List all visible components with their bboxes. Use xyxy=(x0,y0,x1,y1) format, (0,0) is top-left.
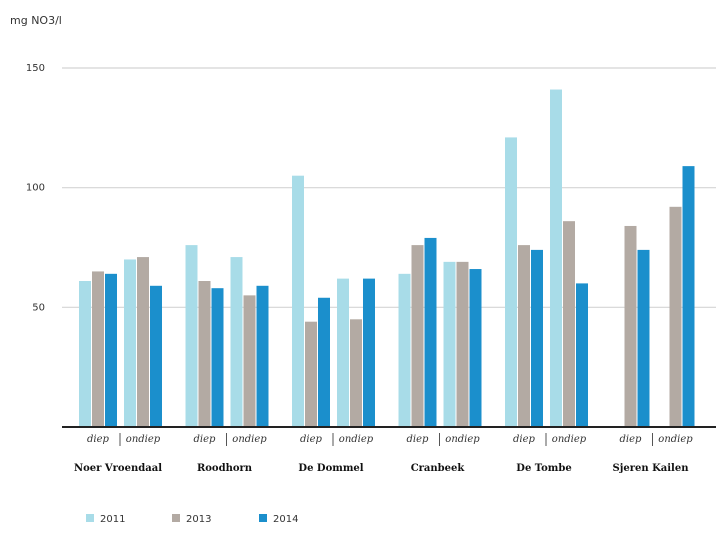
legend-swatch-2014 xyxy=(259,514,267,522)
group-label: De Dommel xyxy=(298,463,363,474)
bar-2013-6 xyxy=(350,319,362,427)
legend-swatch-2013 xyxy=(172,514,180,522)
bar-2014-6 xyxy=(363,278,375,427)
bars xyxy=(79,89,695,428)
bar-2013-11 xyxy=(624,225,637,427)
x-tick-label-diep: diep xyxy=(194,434,217,445)
bar-2013-3 xyxy=(198,281,211,427)
bar-2011-10 xyxy=(550,89,562,427)
x-tick-label-ondiep: ondiep xyxy=(445,434,480,445)
group-label: De Tombe xyxy=(516,463,571,474)
legend-label-2011: 2011 xyxy=(100,514,125,525)
bar-2013-1 xyxy=(92,271,104,427)
bar-2014-2 xyxy=(150,285,162,427)
bar-2013-7 xyxy=(411,245,424,427)
bar-2011-9 xyxy=(505,137,517,427)
y-tick-label-100: 100 xyxy=(26,183,45,194)
bar-2013-8 xyxy=(456,261,469,427)
bar-2011-2 xyxy=(124,259,136,427)
legend-label-2013: 2013 xyxy=(186,514,211,525)
legend: 2011 2013 2014 xyxy=(86,514,298,525)
bar-2011-5 xyxy=(292,175,304,427)
x-tick-label-diep: diep xyxy=(407,434,430,445)
bar-2014-7 xyxy=(424,237,437,427)
y-axis-unit-label: mg NO3/l xyxy=(10,14,62,27)
bar-2013-5 xyxy=(305,321,317,427)
axes xyxy=(62,426,716,446)
x-tick-label-diep: diep xyxy=(300,434,323,445)
bar-2011-4 xyxy=(230,257,243,427)
x-tick-label-diep: diep xyxy=(87,434,110,445)
y-tick-label-50: 50 xyxy=(32,302,45,313)
bar-2013-2 xyxy=(137,257,149,427)
bar-2013-10 xyxy=(563,221,575,427)
bar-2014-3 xyxy=(211,288,224,427)
bar-2014-10 xyxy=(576,283,588,427)
bar-2014-9 xyxy=(531,249,543,427)
axis-labels: 50 100 150 diep ondiep Noer Vroendaal diep ondi… xyxy=(26,63,693,474)
bar-2011-8 xyxy=(443,261,456,427)
gridlines xyxy=(62,67,716,308)
bar-2013-9 xyxy=(518,245,530,427)
legend-label-2014: 2014 xyxy=(273,514,298,525)
x-tick-label-diep: diep xyxy=(513,434,536,445)
legend-swatch-2011 xyxy=(86,514,94,522)
x-tick-label-ondiep: ondiep xyxy=(232,434,267,445)
x-tick-label-ondiep: ondiep xyxy=(658,434,693,445)
bar-2011-3 xyxy=(185,245,198,427)
group-label: Cranbeek xyxy=(411,463,466,474)
x-tick-label-ondiep: ondiep xyxy=(552,434,587,445)
group-label: Noer Vroendaal xyxy=(74,463,162,474)
bar-2014-1 xyxy=(105,273,117,427)
group-label: Roodhorn xyxy=(197,463,253,474)
group-label: Sjeren Kailen xyxy=(613,463,690,474)
bar-2014-4 xyxy=(256,285,269,427)
bar-2011-1 xyxy=(79,281,91,427)
x-tick-label-diep: diep xyxy=(620,434,643,445)
bar-2014-5 xyxy=(318,297,330,427)
bar-2014-8 xyxy=(469,269,482,427)
bar-2014-12 xyxy=(682,166,695,428)
y-tick-label-150: 150 xyxy=(26,63,45,74)
bar-2013-12 xyxy=(669,206,682,427)
bar-2014-11 xyxy=(637,249,650,427)
x-tick-label-ondiep: ondiep xyxy=(339,434,374,445)
bar-2013-4 xyxy=(243,295,256,427)
bar-2011-7 xyxy=(398,273,411,427)
x-tick-label-ondiep: ondiep xyxy=(126,434,161,445)
bar-2011-6 xyxy=(337,278,349,427)
